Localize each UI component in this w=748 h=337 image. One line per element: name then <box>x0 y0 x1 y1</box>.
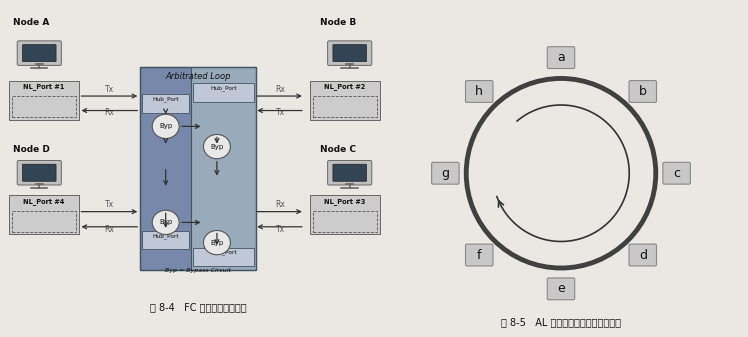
FancyBboxPatch shape <box>663 162 690 184</box>
Text: e: e <box>557 282 565 295</box>
FancyBboxPatch shape <box>629 244 657 266</box>
Text: Node D: Node D <box>13 145 50 154</box>
Text: Hub_Port: Hub_Port <box>152 233 179 239</box>
Text: 图 8-5   AL 环路数据帧传输机制示意图: 图 8-5 AL 环路数据帧传输机制示意图 <box>501 317 621 327</box>
Text: Hub_Port: Hub_Port <box>210 250 237 255</box>
FancyBboxPatch shape <box>17 41 61 65</box>
Circle shape <box>153 114 179 139</box>
Text: Rx: Rx <box>275 85 286 94</box>
FancyBboxPatch shape <box>192 83 254 102</box>
FancyBboxPatch shape <box>333 164 367 181</box>
Text: Rx: Rx <box>104 108 114 117</box>
Circle shape <box>203 231 230 255</box>
FancyBboxPatch shape <box>465 244 493 266</box>
Text: Node C: Node C <box>319 145 356 154</box>
FancyBboxPatch shape <box>17 160 61 185</box>
FancyBboxPatch shape <box>333 44 367 62</box>
Text: 图 8-4   FC 仲裁环结构示意图: 图 8-4 FC 仲裁环结构示意图 <box>150 302 247 312</box>
Text: NL_Port #3: NL_Port #3 <box>325 198 366 205</box>
Text: b: b <box>639 85 647 98</box>
Text: Byp: Byp <box>210 240 224 246</box>
Text: a: a <box>557 51 565 64</box>
Text: Tx: Tx <box>276 224 285 234</box>
FancyBboxPatch shape <box>465 81 493 102</box>
Text: g: g <box>441 167 450 180</box>
FancyBboxPatch shape <box>548 47 574 68</box>
Circle shape <box>203 134 230 159</box>
FancyBboxPatch shape <box>140 67 191 270</box>
Text: Byp = Bypass Circuit: Byp = Bypass Circuit <box>165 268 231 273</box>
Text: Tx: Tx <box>105 85 114 94</box>
Text: Byp: Byp <box>159 123 172 129</box>
Text: Arbitrated Loop: Arbitrated Loop <box>165 72 231 82</box>
Text: Rx: Rx <box>104 224 114 234</box>
Text: Tx: Tx <box>276 108 285 117</box>
FancyBboxPatch shape <box>22 164 56 181</box>
FancyBboxPatch shape <box>9 81 79 120</box>
Text: Node A: Node A <box>13 18 49 27</box>
FancyBboxPatch shape <box>328 160 372 185</box>
Text: c: c <box>673 167 680 180</box>
FancyBboxPatch shape <box>328 41 372 65</box>
Text: h: h <box>475 85 483 98</box>
Text: f: f <box>477 248 482 262</box>
FancyBboxPatch shape <box>310 81 379 120</box>
Text: Rx: Rx <box>275 200 286 209</box>
FancyBboxPatch shape <box>310 195 379 234</box>
FancyBboxPatch shape <box>142 231 188 249</box>
FancyBboxPatch shape <box>191 67 256 270</box>
Text: Byp: Byp <box>210 144 224 150</box>
Text: NL_Port #2: NL_Port #2 <box>325 83 366 90</box>
FancyBboxPatch shape <box>9 195 79 234</box>
Text: Node B: Node B <box>319 18 356 27</box>
Text: NL_Port #4: NL_Port #4 <box>23 198 64 205</box>
Text: Tx: Tx <box>105 200 114 209</box>
FancyBboxPatch shape <box>142 94 188 113</box>
Text: Hub_Port: Hub_Port <box>210 85 237 91</box>
Text: d: d <box>639 248 647 262</box>
FancyBboxPatch shape <box>629 81 657 102</box>
Text: Byp: Byp <box>159 219 172 225</box>
FancyBboxPatch shape <box>22 44 56 62</box>
Circle shape <box>153 210 179 235</box>
FancyBboxPatch shape <box>432 162 459 184</box>
FancyBboxPatch shape <box>548 278 574 300</box>
FancyBboxPatch shape <box>192 248 254 266</box>
Text: Hub_Port: Hub_Port <box>152 96 179 102</box>
Text: NL_Port #1: NL_Port #1 <box>23 83 64 90</box>
